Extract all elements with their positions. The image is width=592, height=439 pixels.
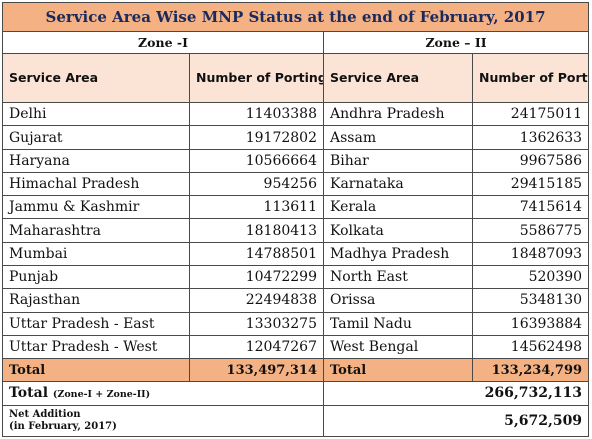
zone-2-service-area: Madhya Pradesh: [323, 241, 473, 267]
zone-2-service-area: Tamil Nadu: [323, 311, 473, 336]
grand-total-sublabel: (Zone-I + Zone-II): [52, 389, 151, 401]
net-addition-title: Net Addition: [9, 408, 81, 420]
net-addition-period: (in February, 2017): [9, 420, 117, 432]
net-addition-value: 5,672,509: [322, 404, 590, 438]
zone-2-heading: Zone – II: [322, 31, 590, 54]
table-row: Haryana 10566664 Bihar 9967586: [2, 148, 590, 173]
zone-1-service-area: Delhi: [2, 102, 190, 127]
zone-2-service-area: Bihar: [323, 148, 473, 173]
zone-2-porting-requests: 5348130: [471, 288, 590, 313]
zone-1-porting-requests: 10472299: [189, 264, 324, 290]
table-row: Mumbai 14788501 Madhya Pradesh 18487093: [2, 241, 590, 267]
zone-2-porting-requests: 9967586: [471, 148, 590, 173]
table-row: Gujarat 19172802 Assam 1362633: [2, 125, 590, 150]
table-row: Himachal Pradesh 954256 Karnataka 29415185: [2, 171, 590, 197]
grand-total-row: Total (Zone-I + Zone-II) 266,732,113: [2, 381, 590, 406]
grand-total-label: Total (Zone-I + Zone-II): [2, 381, 324, 406]
zone-2-porting-requests: 7415614: [471, 195, 590, 220]
zone-2-service-area: Assam: [323, 125, 473, 150]
zone-2-total-value: 133,234,799: [471, 358, 590, 383]
zone-2-porting-requests: 18487093: [471, 241, 590, 267]
net-addition-label: Net Addition (in February, 2017): [2, 404, 324, 438]
zone-2-porting-requests: 24175011: [471, 102, 590, 127]
zone-total-row: Total 133,497,314 Total 133,234,799: [2, 358, 590, 383]
zone-1-service-area: Himachal Pradesh: [2, 171, 190, 197]
zone-2-service-area: Kerala: [323, 195, 473, 220]
table-row: Rajasthan 22494838 Orissa 5348130: [2, 288, 590, 313]
table-row: Uttar Pradesh - West 12047267 West Bengal 1…: [2, 334, 590, 360]
zone-1-service-area-header: Service Area: [2, 52, 190, 104]
grand-total-title: Total: [9, 385, 49, 402]
zone-2-porting-requests: 16393884: [471, 311, 590, 336]
zone-2-porting-requests: 14562498: [471, 334, 590, 360]
table-row: Delhi 11403388 Andhra Pradesh 24175011: [2, 102, 590, 127]
net-addition-row: Net Addition (in February, 2017) 5,672,50…: [2, 404, 590, 438]
zone-1-porting-requests: 10566664: [189, 148, 324, 173]
zone-1-porting-requests: 11403388: [189, 102, 324, 127]
zone-2-porting-requests: 520390: [471, 264, 590, 290]
table-row: Jammu & Kashmir 113611 Kerala 7415614: [2, 195, 590, 220]
zone-1-service-area: Haryana: [2, 148, 190, 173]
table-row: Maharashtra 18180413 Kolkata 5586775: [2, 218, 590, 243]
zone-2-porting-requests: 29415185: [471, 171, 590, 197]
zone-1-porting-requests: 113611: [189, 195, 324, 220]
zone-1-total-label: Total: [2, 358, 190, 383]
zone-1-service-area: Punjab: [2, 264, 190, 290]
column-header-row: Service Area Number of Porting Requests …: [2, 52, 590, 104]
zone-1-porting-requests: 954256: [189, 171, 324, 197]
zone-2-service-area: Orissa: [323, 288, 473, 313]
zone-1-porting-requests: 14788501: [189, 241, 324, 267]
zone-1-service-area: Mumbai: [2, 241, 190, 267]
zone-1-service-area: Maharashtra: [2, 218, 190, 243]
table-row: Uttar Pradesh - East 13303275 Tamil Nadu 16…: [2, 311, 590, 336]
zone-1-porting-requests: 19172802: [189, 125, 324, 150]
zone-1-porting-requests: 22494838: [189, 288, 324, 313]
zone-2-service-area: West Bengal: [323, 334, 473, 360]
zone-1-service-area: Uttar Pradesh - West: [2, 334, 190, 360]
zone-1-porting-requests: 18180413: [189, 218, 324, 243]
zone-1-porting-requests: 13303275: [189, 311, 324, 336]
zone-1-porting-requests: 12047267: [189, 334, 324, 360]
zone-1-service-area: Gujarat: [2, 125, 190, 150]
zone-2-service-area: Karnataka: [323, 171, 473, 197]
grand-total-value: 266,732,113: [322, 381, 590, 406]
zone-2-service-area: Kolkata: [323, 218, 473, 243]
zone-2-service-area-header: Service Area: [323, 52, 473, 104]
zone-1-service-area: Jammu & Kashmir: [2, 195, 190, 220]
zone-1-porting-requests-header: Number of Porting Requests: [189, 52, 324, 104]
table-title: Service Area Wise MNP Status at the end …: [1, 1, 590, 33]
zone-1-service-area: Uttar Pradesh - East: [2, 311, 190, 336]
zone-1-service-area: Rajasthan: [2, 288, 190, 313]
zone-2-service-area: North East: [323, 264, 473, 290]
zone-2-porting-requests: 1362633: [471, 125, 590, 150]
zone-1-total-value: 133,497,314: [189, 358, 324, 383]
zone-1-heading: Zone -I: [2, 31, 324, 54]
table-row: Punjab 10472299 North East 520390: [2, 264, 590, 290]
zone-2-porting-requests: 5586775: [471, 218, 590, 243]
zone-2-porting-requests-header: Number of Porting Requests: [471, 52, 590, 104]
zone-2-service-area: Andhra Pradesh: [323, 102, 473, 127]
zone-2-total-label: Total: [323, 358, 473, 383]
